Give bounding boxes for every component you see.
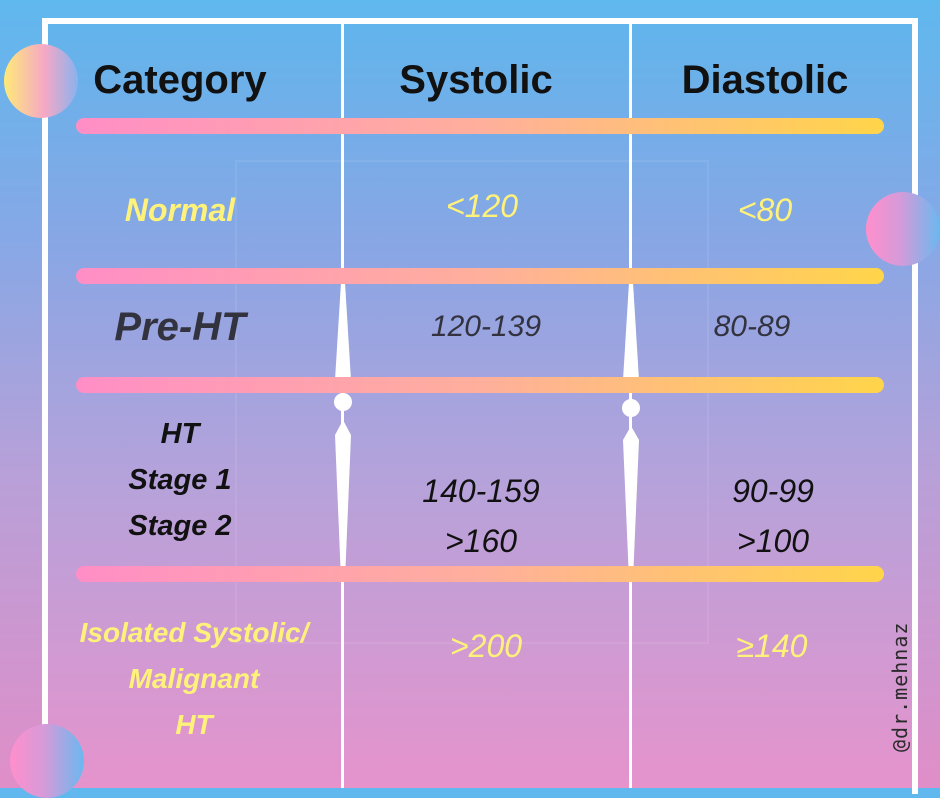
row-ht-systolic: 140-159 >160 — [361, 466, 601, 566]
decor-circle-top-left — [4, 44, 78, 118]
row-preht-systolic: 120-139 — [430, 310, 542, 343]
row-malignant-line3: HT — [175, 709, 213, 740]
row-malignant-line1: Isolated Systolic/ — [79, 617, 309, 648]
author-credit: @dr.mehnaz — [888, 621, 912, 752]
needle-ornament-left — [334, 250, 352, 580]
header-diastolic: Diastolic — [681, 58, 849, 102]
row-preht-diastolic: 80-89 — [713, 310, 791, 343]
row-malignant-category: Isolated Systolic/ Malignant HT — [56, 610, 332, 748]
row-separator-band — [76, 268, 884, 284]
row-malignant-systolic: >200 — [449, 628, 523, 664]
row-separator-band — [76, 377, 884, 393]
row-ht-diastolic: 90-99 >100 — [653, 466, 893, 566]
white-frame — [42, 18, 918, 794]
watermark-logo — [235, 160, 709, 644]
row-normal-systolic: <120 — [445, 188, 519, 224]
needle-ornament-right — [622, 250, 640, 580]
table-background — [48, 24, 912, 788]
header-systolic: Systolic — [399, 58, 553, 102]
header-category: Category — [93, 58, 267, 102]
decor-circle-bottom-left — [10, 724, 84, 798]
row-normal-category: Normal — [124, 192, 236, 228]
row-malignant-diastolic: ≥140 — [736, 628, 808, 664]
row-preht-category: Pre-HT — [114, 305, 246, 349]
row-ht-stage2-diastolic: >100 — [736, 523, 810, 559]
row-normal-diastolic: <80 — [737, 192, 793, 228]
row-ht-stage2-label: Stage 2 — [128, 510, 232, 542]
row-ht-stage2-systolic: >160 — [444, 523, 518, 559]
row-ht-category: HT Stage 1 Stage 2 — [60, 411, 300, 549]
decor-circle-right — [866, 192, 940, 266]
row-ht-stage1-label: Stage 1 — [128, 464, 232, 496]
row-ht-label: HT — [160, 418, 200, 450]
row-malignant-line2: Malignant — [128, 663, 260, 694]
row-separator-band — [76, 118, 884, 134]
row-ht-stage1-diastolic: 90-99 — [732, 473, 814, 509]
row-separator-band — [76, 566, 884, 582]
row-ht-stage1-systolic: 140-159 — [422, 473, 540, 509]
